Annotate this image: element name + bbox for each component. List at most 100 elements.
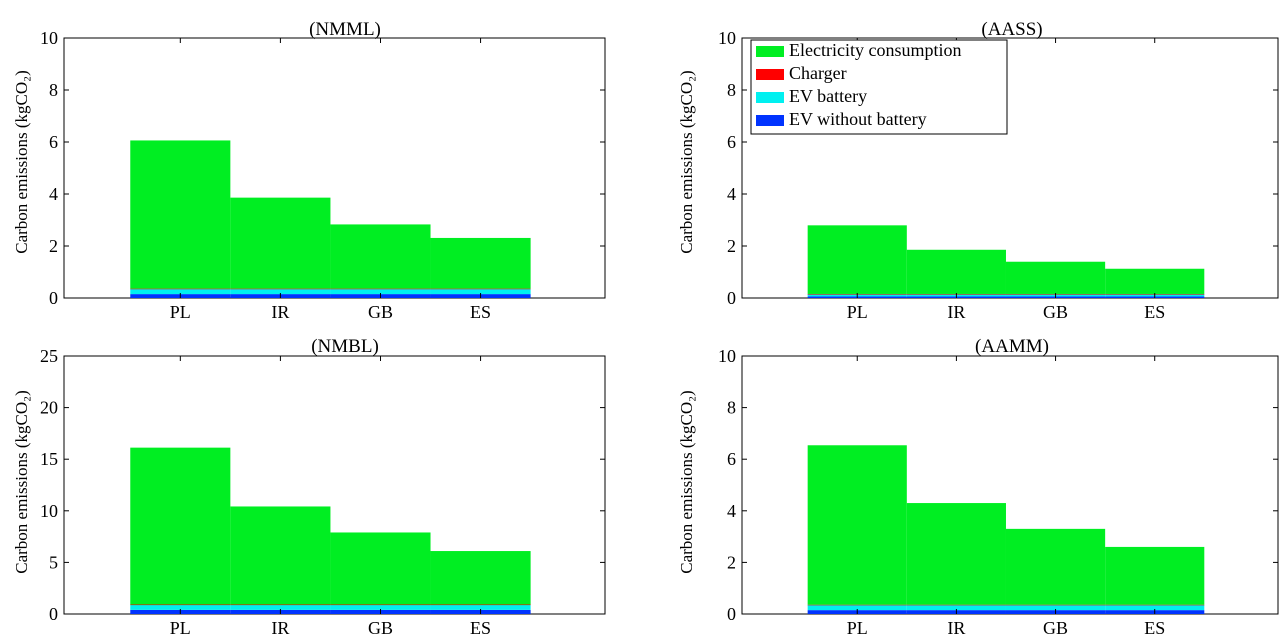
- bar-nmbl-gb-ev-battery: [330, 604, 431, 610]
- bar-aamm-pl-charger: [807, 604, 907, 606]
- bar-nmbl-es-ev-battery: [430, 604, 531, 610]
- y-axis-label-nmbl: Carbon emissions (kgCO₂): [12, 390, 31, 573]
- bar-aass-es-electricity-consumption: [1105, 268, 1205, 294]
- y-tick-label-nmml: 0: [49, 288, 58, 308]
- legend-swatch-ev-without-battery: [756, 115, 784, 126]
- y-tick-label-aass: 10: [718, 28, 736, 48]
- x-tick-label-nmml-es: ES: [470, 302, 491, 322]
- bar-nmml-gb-ev-battery: [330, 288, 431, 295]
- x-tick-label-aamm-ir: IR: [947, 618, 965, 635]
- legend-swatch-ev-battery: [756, 92, 784, 103]
- bar-aamm-pl-electricity-consumption: [807, 445, 907, 605]
- panel-aamm: (AAMM) Carbon emissions (kgCO₂) 0246810 …: [677, 336, 1279, 635]
- x-tick-label-aass-gb: GB: [1043, 302, 1068, 322]
- bars-aass: [807, 225, 1205, 298]
- x-tick-label-nmml-ir: IR: [271, 302, 289, 322]
- bar-aass-ir-electricity-consumption: [906, 249, 1006, 294]
- x-ticks-aass: PL IR GB ES: [847, 38, 1165, 322]
- bars-aamm: [807, 445, 1205, 614]
- x-ticks-nmml: PL IR GB ES: [170, 38, 491, 322]
- bar-nmbl-es-electricity-consumption: [430, 551, 531, 605]
- bar-nmbl-ir-electricity-consumption: [230, 506, 331, 605]
- panel-aass: (AASS) Carbon emissions (kgCO₂) 0246810 …: [677, 19, 1279, 322]
- y-tick-label-nmbl: 20: [40, 398, 58, 418]
- y-ticks-aass: 0 2 4 6 8 10: [718, 28, 1278, 308]
- y-tick-label-aass: 4: [727, 184, 736, 204]
- panel-nmbl: (NMBL) Carbon emissions (kgCO₂) 0 5 10 15 20…: [12, 336, 606, 635]
- y-tick-label-aamm: 2: [727, 552, 736, 572]
- y-tick-label-nmml: 4: [49, 184, 58, 204]
- x-tick-label-nmbl-ir: IR: [271, 618, 289, 635]
- bar-nmbl-pl-charger: [130, 604, 231, 606]
- bar-nmml-gb-electricity-consumption: [330, 224, 431, 289]
- bar-nmbl-es-charger: [430, 604, 531, 606]
- bar-nmml-pl-charger: [130, 288, 231, 290]
- bar-aamm-pl-ev-battery: [807, 604, 907, 611]
- bar-nmbl-ir-charger: [230, 604, 331, 606]
- bar-nmml-gb-charger: [330, 288, 431, 290]
- panel-title-nmml: (NMML): [309, 19, 381, 40]
- x-tick-label-aamm-pl: PL: [847, 618, 868, 635]
- y-tick-label-aamm: 0: [727, 604, 736, 624]
- bar-aamm-gb-electricity-consumption: [1005, 528, 1106, 605]
- y-ticks-nmml: 0 2 4 6 8 10: [40, 28, 605, 308]
- y-tick-label-nmml: 6: [49, 132, 58, 152]
- legend-label-ev-battery: EV battery: [789, 86, 867, 106]
- y-tick-label-nmml: 10: [40, 28, 58, 48]
- bar-aamm-ir-electricity-consumption: [906, 503, 1006, 605]
- y-tick-label-aass: 2: [727, 236, 736, 256]
- bar-aamm-ir-ev-battery: [906, 604, 1006, 611]
- y-axis-label-aamm: Carbon emissions (kgCO₂): [677, 390, 696, 573]
- bar-aass-pl-electricity-consumption: [807, 225, 907, 294]
- bar-nmml-pl-ev-battery: [130, 288, 231, 295]
- bar-nmbl-pl-electricity-consumption: [130, 447, 231, 605]
- x-ticks-nmbl: PL IR GB ES: [170, 356, 491, 635]
- bar-nmml-ir-electricity-consumption: [230, 197, 331, 289]
- legend-label-charger: Charger: [789, 63, 847, 83]
- x-tick-label-aamm-gb: GB: [1043, 618, 1068, 635]
- legend-label-electricity: Electricity consumption: [789, 40, 961, 60]
- y-tick-label-aass: 6: [727, 132, 736, 152]
- x-tick-label-nmbl-es: ES: [470, 618, 491, 635]
- x-ticks-aamm: PL IR GB ES: [847, 356, 1165, 635]
- y-ticks-aamm: 0 2 4 6 8 10: [718, 346, 1278, 624]
- y-axis-label-aass: Carbon emissions (kgCO₂): [677, 70, 696, 253]
- bar-aamm-es-charger: [1105, 604, 1205, 606]
- y-tick-label-aamm: 4: [727, 501, 736, 521]
- bar-nmml-es-electricity-consumption: [430, 237, 531, 289]
- bar-aamm-gb-ev-battery: [1005, 604, 1106, 611]
- y-tick-label-nmbl: 10: [40, 501, 58, 521]
- panel-title-aass: (AASS): [981, 19, 1042, 40]
- bar-aamm-es-electricity-consumption: [1105, 546, 1205, 605]
- bar-aass-gb-electricity-consumption: [1005, 261, 1106, 294]
- bars-nmbl: [130, 447, 531, 614]
- y-tick-label-aamm: 10: [718, 346, 736, 366]
- y-axis-label-nmml: Carbon emissions (kgCO₂): [12, 70, 31, 253]
- bar-nmbl-gb-electricity-consumption: [330, 532, 431, 605]
- bar-nmml-es-ev-battery: [430, 288, 531, 295]
- legend-swatch-charger: [756, 69, 784, 80]
- panel-title-nmbl: (NMBL): [311, 336, 379, 357]
- bar-nmml-es-charger: [430, 288, 531, 290]
- x-tick-label-aass-es: ES: [1144, 302, 1165, 322]
- bar-nmml-ir-ev-battery: [230, 288, 331, 295]
- bar-nmml-pl-electricity-consumption: [130, 140, 231, 289]
- legend-item-ev-without-battery: EV without battery: [756, 109, 927, 129]
- y-tick-label-aamm: 8: [727, 398, 736, 418]
- x-tick-label-nmbl-pl: PL: [170, 618, 191, 635]
- x-tick-label-aass-pl: PL: [847, 302, 868, 322]
- x-tick-label-nmml-pl: PL: [170, 302, 191, 322]
- bar-nmbl-ir-ev-battery: [230, 604, 331, 610]
- y-tick-label-aamm: 6: [727, 449, 736, 469]
- y-tick-label-aass: 8: [727, 80, 736, 100]
- legend: Electricity consumption Charger EV batte…: [750, 39, 1008, 135]
- bar-aamm-es-ev-battery: [1105, 604, 1205, 611]
- legend-box: [750, 39, 1008, 135]
- bar-nmml-ir-charger: [230, 288, 331, 290]
- legend-swatch-electricity: [756, 46, 784, 57]
- y-tick-label-nmbl: 0: [49, 604, 58, 624]
- y-tick-label-nmbl: 5: [49, 552, 58, 572]
- y-tick-label-aass: 0: [727, 288, 736, 308]
- panel-title-aamm: (AAMM): [975, 336, 1049, 357]
